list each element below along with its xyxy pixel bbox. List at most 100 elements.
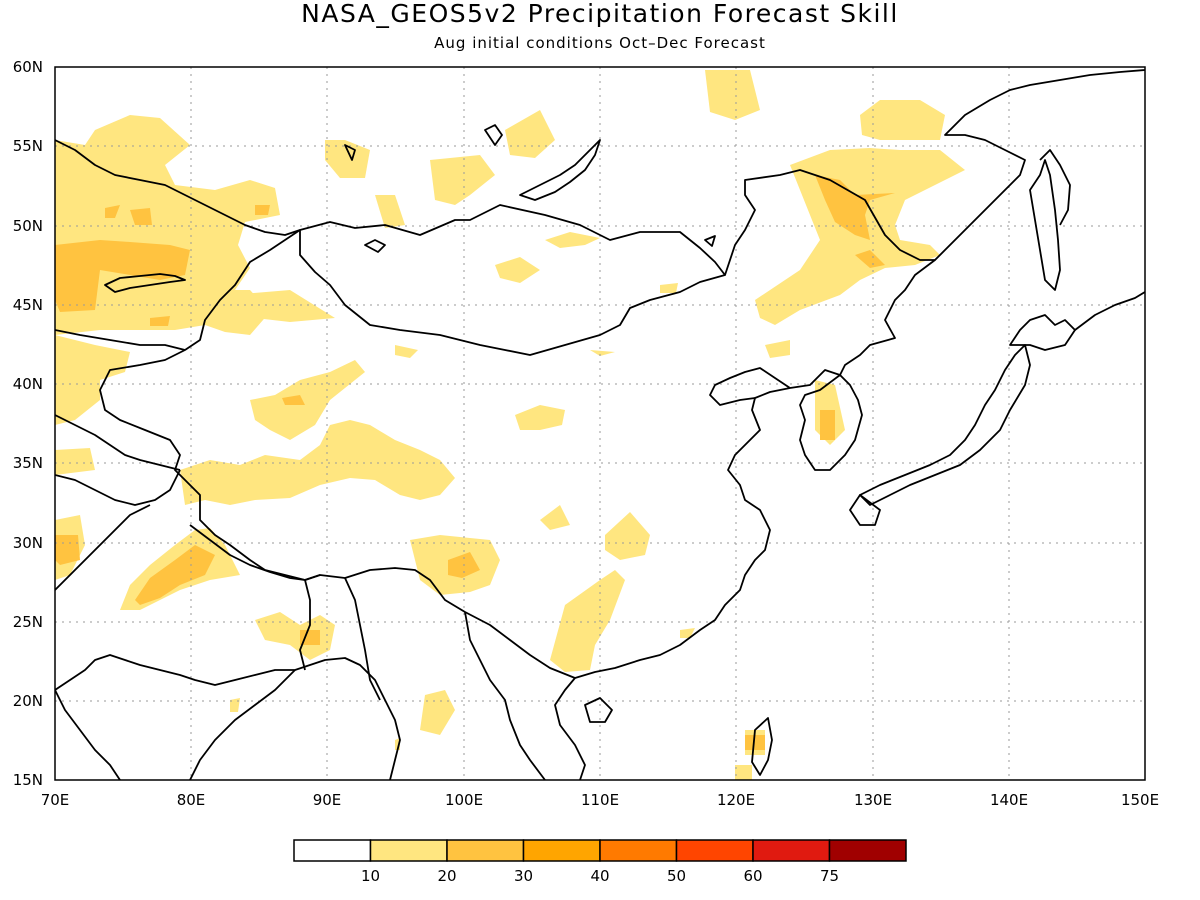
colorbar-label: 50 <box>667 867 686 885</box>
skill-region <box>515 405 565 430</box>
coast-india <box>55 654 401 780</box>
lat-label: 30N <box>13 534 43 552</box>
skill-region-strong <box>745 735 765 750</box>
lon-label: 120E <box>717 791 755 809</box>
lat-label: 20N <box>13 692 43 710</box>
colorbar-swatch <box>675 839 754 862</box>
coast-bohai <box>709 367 791 406</box>
border-pakistan <box>55 504 151 591</box>
lat-label: 40N <box>13 375 43 393</box>
skill-region <box>375 195 405 228</box>
skill-region <box>860 100 945 140</box>
plot-frame <box>54 66 1146 781</box>
skill-region <box>505 110 555 158</box>
lon-labels: 70E 80E 90E 100E 110E 120E 130E 140E 150… <box>41 791 1159 809</box>
colorbar-swatch <box>446 839 525 862</box>
map-title: NASA_GEOS5v2 Precipitation Forecast Skil… <box>301 0 899 28</box>
skill-region-strong <box>55 240 190 312</box>
lon-label: 100E <box>445 791 483 809</box>
skill-region <box>250 360 365 440</box>
colorbar: 10 20 30 40 50 60 75 <box>293 839 907 885</box>
skill-region <box>705 70 760 120</box>
skill-region-strong <box>55 535 80 565</box>
colorbar-label: 10 <box>361 867 380 885</box>
lake-balkhash <box>104 273 186 293</box>
skill-region-strong <box>130 208 152 225</box>
skill-region <box>230 698 240 712</box>
gridlines <box>55 67 1145 780</box>
skill-region <box>590 350 615 356</box>
lat-labels: 60N 55N 50N 45N 40N 35N 30N 25N 20N 15N <box>13 58 43 789</box>
skill-region-strong <box>150 316 170 326</box>
skill-region-strong <box>255 205 270 215</box>
skill-region-strong <box>135 545 215 605</box>
skill-region <box>765 340 790 358</box>
skill-region-strong <box>105 205 120 218</box>
lon-label: 110E <box>581 791 619 809</box>
skill-region <box>545 232 600 248</box>
lake-small <box>484 124 503 146</box>
lat-label: 15N <box>13 771 43 789</box>
coast-taiwan <box>751 717 773 776</box>
lake-small <box>344 144 356 161</box>
skill-region <box>660 283 678 293</box>
border-mongolia <box>299 204 726 356</box>
coast-india-west <box>55 689 121 780</box>
lat-label: 25N <box>13 613 43 631</box>
coast-sakhalin <box>1029 159 1061 291</box>
skill-region <box>180 420 455 505</box>
coast-korea <box>799 374 863 471</box>
skill-region <box>430 155 495 205</box>
colorbar-swatch <box>828 839 907 862</box>
skill-region <box>325 140 370 178</box>
lat-label: 50N <box>13 217 43 235</box>
lon-label: 90E <box>313 791 342 809</box>
skill-region <box>395 345 418 358</box>
colorbar-swatch <box>369 839 448 862</box>
lake-small <box>704 235 716 247</box>
coast-kamchatka <box>1074 291 1145 331</box>
skill-region-strong <box>282 395 305 405</box>
skill-region <box>550 570 625 672</box>
skill-region <box>55 448 95 475</box>
coast-india-east <box>189 669 296 780</box>
lon-label: 80E <box>177 791 206 809</box>
colorbar-label: 75 <box>820 867 839 885</box>
lat-label: 55N <box>13 137 43 155</box>
lake-baikal <box>519 139 601 201</box>
coast-hokkaido <box>1009 314 1076 351</box>
border-russia <box>55 139 301 236</box>
lat-label: 35N <box>13 454 43 472</box>
coast-far-east <box>934 69 1145 261</box>
lon-label: 140E <box>990 791 1028 809</box>
lake-small <box>364 239 386 253</box>
lat-label: 45N <box>13 296 43 314</box>
border-kazakh <box>55 329 186 351</box>
skill-region <box>540 505 570 530</box>
border-bangladesh <box>299 579 311 671</box>
skill-region <box>230 290 335 330</box>
lon-label: 130E <box>854 791 892 809</box>
skill-region-strong <box>815 175 895 240</box>
skill-shading <box>55 70 965 780</box>
colorbar-label: 40 <box>590 867 609 885</box>
skill-region <box>55 115 280 335</box>
skill-region-strong <box>855 250 885 268</box>
coast-hainan <box>584 697 613 723</box>
skill-region <box>735 765 752 780</box>
border-indochina <box>464 611 546 780</box>
coastlines <box>55 69 1145 780</box>
lon-label: 70E <box>41 791 70 809</box>
border-myanmar <box>344 577 381 701</box>
skill-region <box>55 335 130 425</box>
border-china <box>574 169 936 679</box>
colorbar-swatch <box>522 839 601 862</box>
coast-kyushu <box>849 494 881 526</box>
colorbar-swatch <box>293 839 372 862</box>
colorbar-label: 60 <box>743 867 762 885</box>
border-afghan <box>55 469 181 506</box>
coast-honshu <box>859 344 1031 506</box>
lat-label: 60N <box>13 58 43 76</box>
skill-region <box>420 690 455 735</box>
